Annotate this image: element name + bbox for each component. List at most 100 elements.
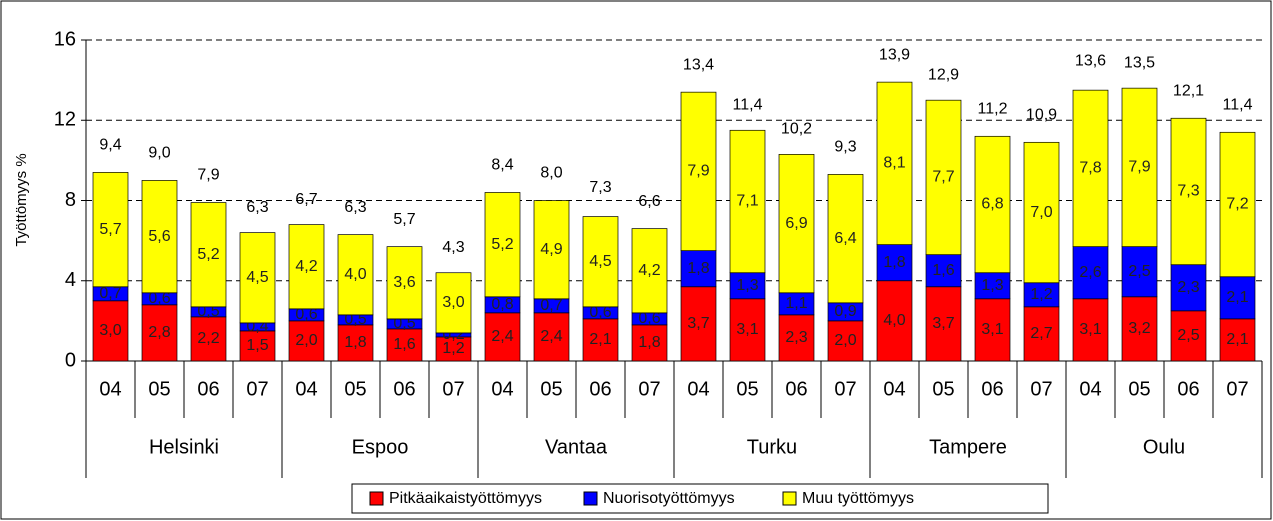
data-label: 7,7: [932, 169, 954, 186]
bar-segment: [337, 234, 374, 316]
data-label: 4,9: [540, 241, 562, 258]
group-label: Tampere: [929, 436, 1007, 458]
data-label: 7,9: [1128, 159, 1150, 176]
total-label: 7,3: [589, 179, 611, 196]
bar-segment: [1023, 282, 1060, 308]
bar-segment: [680, 286, 717, 362]
data-label: 0,9: [834, 303, 856, 320]
data-label: 3,0: [442, 294, 464, 311]
group-label: Helsinki: [149, 436, 219, 458]
data-label: 4,5: [589, 253, 611, 270]
group-label: Espoo: [352, 436, 409, 458]
data-label: 3,0: [99, 322, 121, 339]
data-label: 0,5: [393, 315, 415, 332]
data-label: 2,3: [1177, 279, 1199, 296]
bar-segment: [778, 314, 815, 362]
data-label: 2,7: [1030, 325, 1052, 342]
bar-segment: [729, 272, 766, 300]
bar-segment: [1121, 87, 1158, 247]
data-label: 3,1: [981, 321, 1003, 338]
data-label: 7,3: [1177, 183, 1199, 200]
data-label: 1,8: [638, 334, 660, 351]
data-label: 2,1: [589, 331, 611, 348]
data-label: 0,7: [540, 297, 562, 314]
data-label: 0,8: [491, 296, 513, 313]
y-tick-label: 0: [65, 349, 76, 371]
bar-segment: [925, 254, 962, 288]
bar-segment: [435, 272, 472, 334]
total-label: 13,9: [879, 46, 910, 63]
legend-swatch: [782, 491, 797, 506]
group-label: Vantaa: [545, 436, 608, 458]
x-tick-label: 04: [99, 378, 121, 400]
bar-segment: [827, 174, 864, 304]
bar-segment: [92, 300, 129, 362]
x-tick-label: 05: [1128, 378, 1150, 400]
total-label: 9,4: [99, 137, 121, 154]
bar-segment: [92, 172, 129, 288]
x-tick-label: 06: [981, 378, 1003, 400]
bar-segment: [239, 232, 276, 324]
data-label: 1,3: [736, 277, 758, 294]
bar-segment: [141, 180, 178, 294]
data-label: 3,6: [393, 274, 415, 291]
data-label: 2,0: [295, 332, 317, 349]
total-label: 6,7: [295, 191, 317, 208]
data-label: 2,3: [785, 329, 807, 346]
data-label: 3,1: [1079, 321, 1101, 338]
legend-label: Pitkäaikaistyöttömyys: [389, 490, 542, 507]
data-label: 1,6: [932, 262, 954, 279]
data-label: 3,2: [1128, 320, 1150, 337]
bar-segment: [1023, 306, 1060, 362]
bar-segment: [386, 328, 423, 362]
bar-segment: [582, 318, 619, 362]
data-label: 0,7: [99, 285, 121, 302]
total-label: 10,2: [781, 121, 812, 138]
total-label: 5,7: [393, 211, 415, 228]
x-tick-label: 05: [344, 378, 366, 400]
x-tick-label: 05: [148, 378, 170, 400]
y-tick-label: 8: [65, 189, 76, 211]
data-label: 1,3: [981, 277, 1003, 294]
data-label: 2,6: [1079, 264, 1101, 281]
x-tick-label: 06: [197, 378, 219, 400]
data-label: 0,6: [589, 304, 611, 321]
bar-segment: [141, 304, 178, 362]
data-label: 5,2: [491, 236, 513, 253]
total-label: 8,4: [491, 157, 513, 174]
x-tick-label: 04: [491, 378, 513, 400]
bar-segment: [925, 286, 962, 362]
data-label: 3,1: [736, 321, 758, 338]
data-label: 4,0: [344, 266, 366, 283]
data-label: 1,1: [785, 295, 807, 312]
bar-segment: [729, 298, 766, 362]
x-tick-label: 04: [883, 378, 905, 400]
data-label: 5,6: [148, 228, 170, 245]
total-label: 6,6: [638, 193, 660, 210]
x-tick-label: 06: [589, 378, 611, 400]
bar-segment: [337, 324, 374, 362]
legend-label: Muu työttömyys: [802, 490, 914, 507]
data-label: 0,5: [197, 303, 219, 320]
data-label: 2,8: [148, 324, 170, 341]
bar-segment: [680, 91, 717, 252]
bar-segment: [1121, 296, 1158, 362]
data-label: 2,0: [834, 332, 856, 349]
bar-segment: [827, 320, 864, 362]
data-label: 1,6: [393, 336, 415, 353]
data-label: 2,5: [1177, 327, 1199, 344]
legend-swatch: [369, 491, 384, 506]
bar-segment: [582, 216, 619, 308]
data-label: 1,8: [687, 260, 709, 277]
x-tick-label: 05: [736, 378, 758, 400]
x-tick-label: 06: [393, 378, 415, 400]
data-label: 7,9: [687, 163, 709, 180]
x-tick-label: 07: [834, 378, 856, 400]
x-tick-label: 05: [540, 378, 562, 400]
bar-segment: [533, 312, 570, 362]
total-label: 13,5: [1124, 54, 1155, 71]
data-label: 2,2: [197, 330, 219, 347]
bar-segment: [190, 316, 227, 362]
bar-segment: [729, 129, 766, 274]
